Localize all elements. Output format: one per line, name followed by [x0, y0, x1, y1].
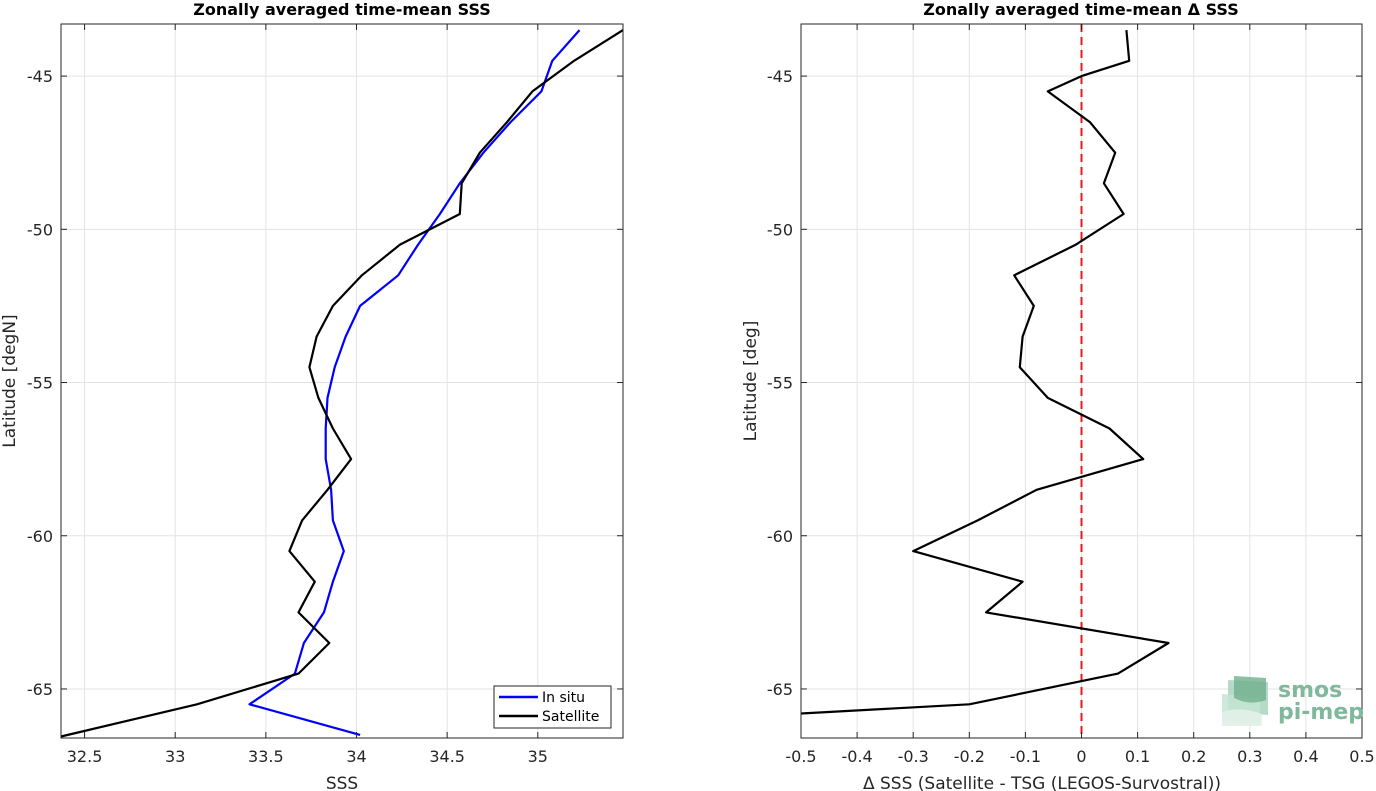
x-tick-label: 0 — [1076, 747, 1086, 766]
logo-text-pi-mep: pi-mep — [1278, 700, 1364, 725]
x-tick-label: -0.3 — [898, 747, 929, 766]
y-tick-label: -55 — [27, 374, 53, 393]
x-tick-label: 0.3 — [1237, 747, 1262, 766]
x-tick-label: 0.5 — [1349, 747, 1374, 766]
right-y-axis-label: Latitude [deg] — [741, 321, 761, 442]
legend-box — [493, 685, 612, 729]
legend-label-in-situ: In situ — [542, 690, 585, 706]
left-x-axis-label: SSS — [326, 774, 358, 791]
x-tick-label: 35 — [528, 747, 548, 766]
x-tick-label: 33.5 — [248, 747, 284, 766]
x-tick-label: 34.5 — [429, 747, 465, 766]
left-axes-box — [60, 23, 624, 739]
y-tick-label: -55 — [767, 374, 793, 393]
y-tick-label: -45 — [27, 67, 53, 86]
x-tick-label: -0.2 — [954, 747, 985, 766]
x-tick-label: 0.2 — [1181, 747, 1206, 766]
x-tick-label: 32.5 — [67, 747, 103, 766]
logo-mark-icon — [1222, 676, 1268, 726]
y-tick-label: -50 — [27, 220, 53, 239]
left-ticks: 32.5 33 33.5 34 34.5 35 -45 -50 -55 -60 -65 — [27, 24, 623, 766]
x-tick-label: -0.4 — [841, 747, 872, 766]
x-tick-label: 33 — [165, 747, 185, 766]
x-tick-label: 0.4 — [1293, 747, 1318, 766]
legend-label-satellite: Satellite — [542, 709, 599, 725]
y-tick-label: -65 — [767, 680, 793, 699]
y-tick-label: -65 — [27, 680, 53, 699]
right-x-axis-label: Δ SSS (Satellite - TSG (LEGOS-Survostral… — [863, 774, 1221, 791]
x-tick-label: -0.5 — [785, 747, 816, 766]
right-ticks: -0.5 -0.4 -0.3 -0.2 -0.1 0 0.1 0.2 0.3 0.4 0.5 -45 -… — [767, 24, 1375, 766]
smos-pi-mep-logo: smos pi-mep — [1222, 676, 1364, 726]
left-series — [60, 29, 624, 738]
y-tick-label: -60 — [767, 527, 793, 546]
x-tick-label: 34 — [346, 747, 366, 766]
y-tick-label: -60 — [27, 527, 53, 546]
left-y-axis-label: Latitude [degN] — [0, 314, 20, 447]
right-series — [800, 30, 1170, 715]
y-tick-label: -45 — [767, 67, 793, 86]
right-chart-title: Zonally averaged time-mean Δ SSS — [923, 0, 1239, 19]
left-series-line-in-situ — [248, 29, 581, 736]
y-tick-label: -50 — [767, 220, 793, 239]
left-chart: 32.5 33 33.5 34 34.5 35 -45 -50 -55 -60 -65 Zonall… — [0, 0, 624, 791]
right-series-line-delta-sss — [800, 30, 1170, 715]
left-chart-title: Zonally averaged time-mean SSS — [193, 0, 491, 19]
left-grid — [61, 24, 623, 738]
legend: In situ Satellite — [493, 685, 612, 729]
x-tick-label: -0.1 — [1010, 747, 1041, 766]
right-chart: -0.5 -0.4 -0.3 -0.2 -0.1 0 0.1 0.2 0.3 0.4 0.5 -45 -… — [741, 0, 1375, 791]
x-tick-label: 0.1 — [1125, 747, 1150, 766]
logo-text-smos: smos — [1278, 678, 1342, 703]
left-series-line-satellite — [60, 29, 624, 738]
